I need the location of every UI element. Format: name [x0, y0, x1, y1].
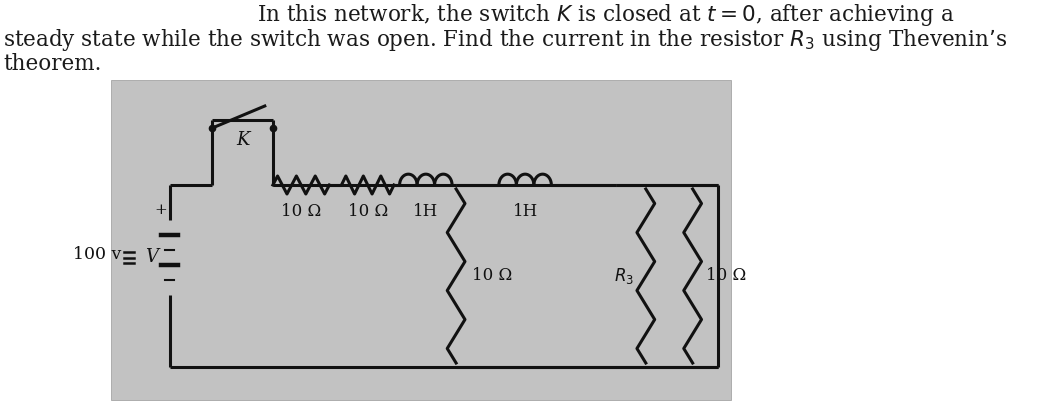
FancyBboxPatch shape: [111, 80, 731, 400]
Text: +: +: [154, 203, 168, 217]
Text: 1H: 1H: [512, 203, 538, 220]
Text: steady state while the switch was open. Find the current in the resistor $R_3$ u: steady state while the switch was open. …: [3, 27, 1008, 53]
Text: 10 Ω: 10 Ω: [706, 268, 745, 285]
Text: theorem.: theorem.: [3, 53, 102, 75]
Text: 100 v: 100 v: [73, 246, 121, 263]
Text: 10 Ω: 10 Ω: [473, 268, 512, 285]
Text: 10 Ω: 10 Ω: [281, 203, 322, 220]
Text: K: K: [236, 131, 250, 149]
Text: In this network, the switch $K$ is closed at $t = 0$, after achieving a: In this network, the switch $K$ is close…: [257, 2, 954, 28]
Text: $R_3$: $R_3$: [614, 266, 635, 286]
Text: 1H: 1H: [413, 203, 438, 220]
Text: 10 Ω: 10 Ω: [348, 203, 388, 220]
Text: V: V: [146, 249, 158, 266]
